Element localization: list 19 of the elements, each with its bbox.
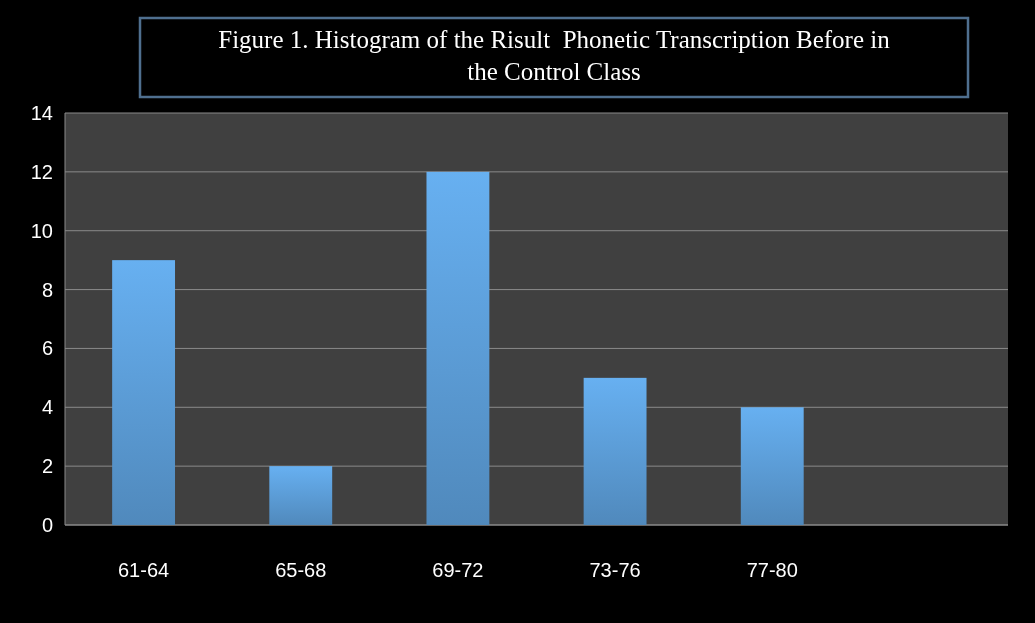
y-tick-label: 0 (41, 514, 53, 536)
x-tick-label: 69-72 (432, 559, 484, 581)
y-tick-label: 14 (30, 102, 53, 124)
x-tick-label: 61-64 (118, 559, 170, 581)
y-tick-label: 12 (30, 160, 53, 183)
x-tick-label: 65-68 (275, 559, 327, 581)
y-tick-label: 4 (41, 396, 53, 419)
bar (740, 407, 804, 525)
x-tick-label: 77-80 (746, 559, 798, 581)
chart-title: Figure 1. Histogram of the Risult Phonetic Transcription Before in the Control Class (218, 26, 891, 85)
bar (112, 260, 176, 525)
y-tick-label: 10 (30, 219, 53, 242)
y-tick-label: 2 (41, 455, 53, 478)
y-tick-label: 6 (41, 337, 53, 360)
x-tick-label: 73-76 (589, 559, 641, 581)
bar (269, 466, 333, 525)
bar (583, 377, 647, 525)
y-tick-label: 8 (41, 278, 53, 301)
bar (426, 171, 490, 525)
